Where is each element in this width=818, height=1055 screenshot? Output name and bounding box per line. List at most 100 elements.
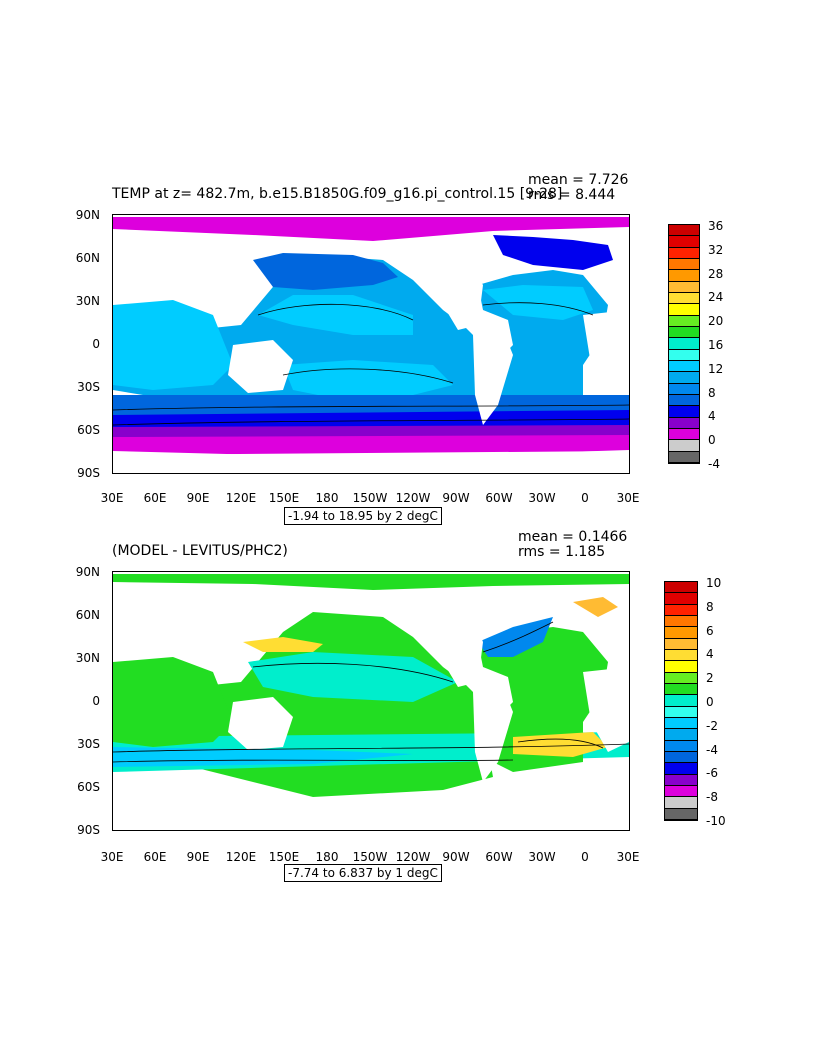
colorbar-swatch bbox=[665, 729, 697, 741]
colorbar-swatch bbox=[669, 338, 699, 350]
colorbar-swatch bbox=[665, 683, 697, 696]
colorbar-swatch bbox=[669, 292, 699, 305]
panel1-antarctica bbox=[113, 451, 629, 473]
panel2-southern-blue bbox=[113, 747, 413, 767]
panel1-map bbox=[112, 214, 630, 474]
lon-label: 90E bbox=[186, 850, 210, 864]
lon-label: 90W bbox=[442, 491, 470, 505]
panel2-range-label: -7.74 to 6.837 by 1 degC bbox=[284, 864, 442, 882]
lat-label: 90S bbox=[77, 466, 100, 480]
colorbar-label: 28 bbox=[708, 266, 724, 281]
colorbar-swatch bbox=[669, 281, 699, 293]
colorbar-swatch bbox=[665, 672, 697, 684]
lat-label: 90N bbox=[75, 208, 100, 222]
lon-label: 120E bbox=[225, 491, 257, 505]
lon-label: 30W bbox=[528, 491, 556, 505]
panel2-mean: mean = 0.1466 bbox=[518, 529, 628, 545]
panel1-nordic-seas bbox=[493, 235, 613, 270]
colorbar-label: 4 bbox=[708, 409, 716, 424]
lon-label: 60E bbox=[143, 491, 167, 505]
colorbar-swatch bbox=[665, 706, 697, 718]
panel1-mean: mean = 7.726 bbox=[528, 172, 629, 188]
colorbar-label: -10 bbox=[706, 814, 726, 828]
lat-label: 60S bbox=[77, 423, 100, 437]
panel2-kuroshio-warm bbox=[243, 637, 323, 652]
colorbar-swatch bbox=[669, 247, 699, 259]
colorbar-swatch bbox=[665, 808, 697, 820]
panel1-title: TEMP at z= 482.7m, b.e15.B1850G.f09_g16.… bbox=[112, 186, 563, 202]
lon-label: 150W bbox=[352, 491, 388, 505]
colorbar-label: 24 bbox=[708, 290, 724, 305]
lon-label: 60E bbox=[143, 850, 167, 864]
colorbar-swatch bbox=[665, 604, 697, 616]
lon-label: 30E bbox=[100, 850, 124, 864]
colorbar-label: 8 bbox=[706, 599, 714, 614]
panel2-africa bbox=[583, 667, 629, 752]
lon-label: 30E bbox=[616, 850, 640, 864]
lat-label: 0 bbox=[92, 337, 100, 351]
panel1-southern-band2 bbox=[113, 410, 629, 430]
colorbar-swatch bbox=[669, 360, 699, 373]
colorbar-label: 2 bbox=[706, 671, 714, 686]
colorbar-label: 20 bbox=[708, 314, 724, 329]
colorbar-swatch bbox=[665, 763, 697, 775]
lon-label: 180 bbox=[315, 491, 339, 505]
lat-label: 30N bbox=[75, 651, 100, 665]
panel1-range-label: -1.94 to 18.95 by 2 degC bbox=[284, 507, 442, 525]
colorbar-swatch bbox=[665, 717, 697, 730]
panel2-map-graphic bbox=[113, 574, 629, 830]
colorbar-label: 36 bbox=[708, 219, 724, 233]
lat-label: 60N bbox=[75, 608, 100, 622]
lat-label: 30S bbox=[77, 737, 100, 751]
colorbar-label: -2 bbox=[706, 718, 718, 733]
lon-label: 0 bbox=[581, 491, 589, 505]
lon-label: 120W bbox=[395, 850, 431, 864]
panel2-antarctica bbox=[113, 804, 629, 830]
panel1-south-america bbox=[473, 330, 513, 425]
panel2-colorbar bbox=[664, 581, 698, 821]
colorbar-swatch bbox=[665, 695, 697, 707]
colorbar-swatch bbox=[669, 451, 699, 463]
colorbar-swatch bbox=[669, 406, 699, 418]
colorbar-label: 0 bbox=[708, 433, 716, 448]
panel2-australia bbox=[228, 697, 293, 750]
colorbar-swatch bbox=[665, 638, 697, 650]
panel1-north-atlantic-gyre bbox=[483, 285, 593, 320]
lat-label: 60N bbox=[75, 251, 100, 265]
lat-label: 90N bbox=[75, 565, 100, 579]
colorbar-label: 10 bbox=[706, 576, 722, 590]
panel1-north-pacific-gyre bbox=[258, 295, 413, 335]
colorbar-label: 12 bbox=[708, 361, 724, 376]
panel1-map-graphic bbox=[113, 217, 629, 473]
colorbar-swatch bbox=[669, 236, 699, 248]
colorbar-label: 6 bbox=[706, 623, 714, 638]
colorbar-label: 16 bbox=[708, 338, 724, 352]
panel1-antarctic-band bbox=[113, 435, 629, 457]
colorbar-swatch bbox=[669, 225, 699, 237]
panel2-north-america bbox=[413, 592, 483, 687]
colorbar-swatch bbox=[665, 751, 697, 764]
colorbar-label: 8 bbox=[708, 385, 716, 400]
lon-label: 30E bbox=[616, 491, 640, 505]
colorbar-swatch bbox=[665, 649, 697, 662]
panel1-asia bbox=[113, 235, 243, 295]
colorbar-swatch bbox=[669, 394, 699, 407]
lon-label: 60W bbox=[485, 850, 513, 864]
panel2-south-america bbox=[473, 687, 513, 782]
colorbar-swatch bbox=[665, 627, 697, 639]
panel1-north-america bbox=[413, 255, 483, 330]
colorbar-swatch bbox=[665, 797, 697, 809]
panel1-arctic-band bbox=[113, 217, 629, 241]
lon-label: 0 bbox=[581, 850, 589, 864]
lon-label: 60W bbox=[485, 491, 513, 505]
colorbar-swatch bbox=[665, 582, 697, 594]
colorbar-swatch bbox=[669, 270, 699, 282]
lat-label: 90S bbox=[77, 823, 100, 837]
lat-label: 30N bbox=[75, 294, 100, 308]
panel2-asia bbox=[113, 586, 243, 652]
panel2-south-atlantic-warm bbox=[513, 732, 608, 757]
colorbar-swatch bbox=[665, 593, 697, 605]
lon-label: 150E bbox=[268, 491, 300, 505]
panel2-arctic-band bbox=[113, 574, 629, 590]
colorbar-swatch bbox=[665, 661, 697, 673]
